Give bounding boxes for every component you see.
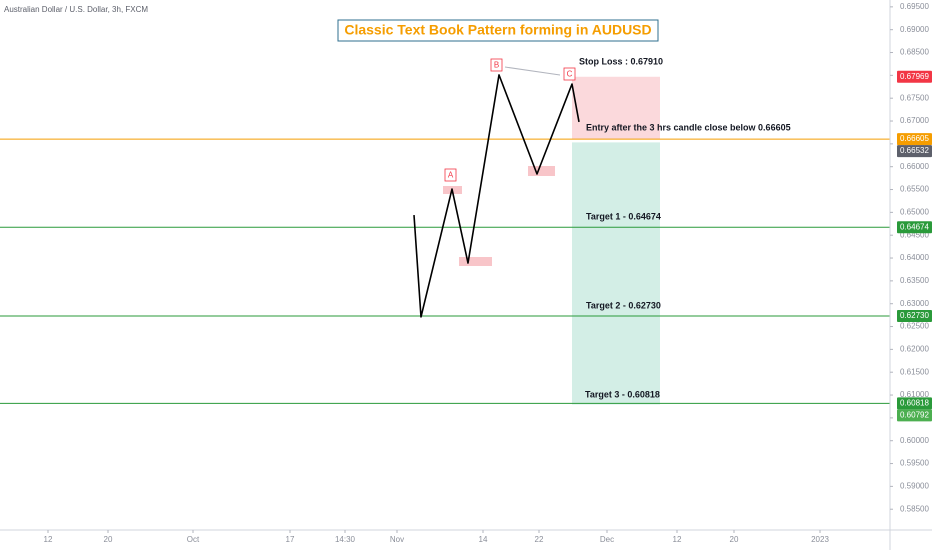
connector [504,66,561,76]
x-tick-label: 12 [673,535,682,544]
y-tick-label: 0.61000 [900,390,929,399]
point-label: A [448,171,454,180]
y-tick-label: 0.68500 [900,48,929,57]
x-tick-label: 17 [286,535,295,544]
price-label: 0.67969 [900,72,929,81]
y-tick-label: 0.59500 [900,459,929,468]
x-tick-label: 14 [479,535,488,544]
x-tick-label: 22 [535,535,544,544]
symbol-header: Australian Dollar / U.S. Dollar, 3h, FXC… [4,5,148,14]
y-tick-label: 0.64500 [900,230,929,239]
price-label: 0.60818 [900,398,929,407]
price-label: 0.60792 [900,410,929,419]
price-label-bg [897,70,932,83]
x-tick-label: Nov [390,535,404,544]
y-tick-label: 0.59000 [900,481,929,490]
price-label: 0.64674 [900,222,929,231]
x-tick-label: 20 [730,535,739,544]
x-tick-label: 2023 [811,535,829,544]
chart-title: Classic Text Book Pattern forming in AUD… [344,22,651,38]
point-label-box [444,168,457,182]
y-tick-label: 0.67500 [900,93,929,102]
price-label-bg [897,397,932,410]
annotation: Entry after the 3 hrs candle close below… [586,122,791,132]
y-tick-label: 0.58500 [900,504,929,513]
annotation: Target 1 - 0.64674 [586,211,661,221]
highlight-box [459,257,492,266]
price-label-bg [897,310,932,323]
y-tick-label: 0.64000 [900,253,929,262]
y-tick-label: 0.61500 [900,367,929,376]
point-label-box [490,58,503,72]
y-tick-label: 0.62000 [900,344,929,353]
x-tick-label: 14:30 [335,535,356,544]
annotation: Target 2 - 0.62730 [586,300,661,310]
stop-zone [572,76,660,140]
y-tick-label: 0.63500 [900,276,929,285]
price-label: 0.62730 [900,311,929,320]
price-label-bg [897,145,932,158]
x-tick-label: 12 [44,535,53,544]
y-tick-label: 0.65500 [900,185,929,194]
price-label-bg [897,409,932,422]
y-tick-label: 0.66000 [900,162,929,171]
point-label: B [494,61,499,70]
annotation: Target 3 - 0.60818 [585,389,660,399]
y-tick-label: 0.69500 [900,2,929,11]
y-tick-label: 0.67000 [900,116,929,125]
y-tick-label: 0.63000 [900,299,929,308]
x-tick-label: 20 [104,535,113,544]
price-label: 0.66605 [900,134,929,143]
price-label: 0.66532 [900,146,929,155]
point-label-box [563,67,576,81]
x-tick-label: Oct [187,535,200,544]
title-box [337,19,659,42]
price-line [413,74,580,318]
point-label: C [567,70,573,79]
x-tick-label: Dec [600,535,614,544]
price-label-bg [897,133,932,146]
highlight-box [528,166,555,176]
y-tick-label: 0.62500 [900,322,929,331]
y-tick-label: 0.69000 [900,25,929,34]
annotation: Stop Loss : 0.67910 [579,56,663,66]
price-label-bg [897,221,932,234]
y-tick-label: 0.60000 [900,436,929,445]
y-tick-label: 0.65000 [900,207,929,216]
profit-zone [572,142,660,405]
